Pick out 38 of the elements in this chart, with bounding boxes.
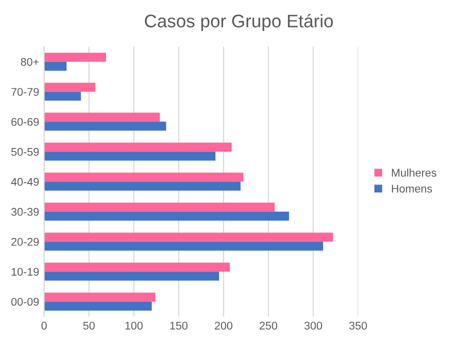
bar xyxy=(44,152,216,161)
bar xyxy=(44,142,232,152)
y-tick-label: 40-49 xyxy=(11,178,39,186)
y-tick-label: 30-39 xyxy=(11,208,39,216)
x-tick-label: 200 xyxy=(214,322,232,330)
y-tick-label: 60-69 xyxy=(11,118,39,126)
y-tick-label: 10-19 xyxy=(12,268,39,276)
bar xyxy=(44,62,67,71)
x-tick-label: 100 xyxy=(125,322,143,330)
bar xyxy=(44,202,275,212)
bar xyxy=(44,242,324,251)
bar xyxy=(44,272,220,281)
y-tick-label: 50-59 xyxy=(11,148,39,156)
bar xyxy=(44,52,106,62)
bar xyxy=(44,122,166,131)
bar xyxy=(44,292,156,302)
x-tick-label: 250 xyxy=(260,322,278,330)
bar xyxy=(44,112,160,122)
legend-label: Mulheres xyxy=(392,168,436,177)
x-tick-label: 150 xyxy=(170,322,188,330)
bar xyxy=(44,92,81,101)
bar xyxy=(44,182,241,191)
bar xyxy=(44,212,290,221)
legend-label: Homens xyxy=(392,184,432,193)
x-tick-label: 50 xyxy=(83,322,95,330)
y-tick-label: 20-29 xyxy=(11,238,39,246)
chart-title: Casos por Grupo Etário xyxy=(144,14,333,32)
bar xyxy=(44,82,96,92)
y-tick-label: 70-79 xyxy=(11,88,39,96)
x-tick-label: 0 xyxy=(41,322,47,330)
bar xyxy=(44,172,244,182)
y-tick-label: 00-09 xyxy=(11,298,39,306)
x-tick-label: 300 xyxy=(304,322,322,330)
x-tick-label: 350 xyxy=(349,322,367,330)
bar xyxy=(44,232,333,242)
bar xyxy=(44,302,152,311)
y-tick-label: 80+ xyxy=(20,58,39,66)
bar xyxy=(44,262,230,272)
